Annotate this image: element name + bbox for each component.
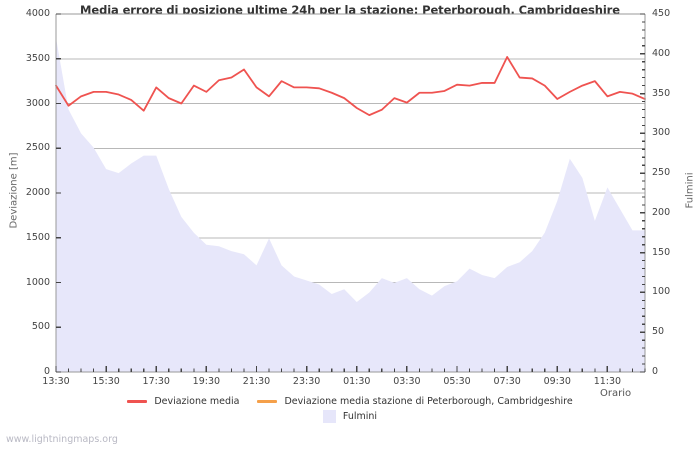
y-axis-left-tick-label: 4000: [25, 8, 50, 19]
legend-item[interactable]: Deviazione media stazione di Peterboroug…: [257, 396, 573, 407]
watermark: www.lightningmaps.org: [6, 434, 118, 445]
y-axis-left-tick-label: 500: [31, 321, 50, 333]
y-axis-right-tick-label: 300: [652, 127, 671, 139]
chart-legend: Deviazione media Deviazione media stazion…: [0, 394, 700, 424]
y-axis-left-tick-label: 1000: [25, 276, 50, 288]
y-axis-right-tick-label: 100: [652, 286, 671, 298]
y-axis-right-tick-label: 50: [652, 326, 665, 338]
x-axis-tick-label: 21:30: [242, 376, 271, 387]
y-axis-right-title: Fulmini: [684, 172, 696, 209]
x-axis-tick-label: 17:30: [142, 376, 170, 387]
legend-row-primary: Deviazione media Deviazione media stazion…: [0, 394, 700, 409]
y-axis-right-tick-label: 250: [652, 167, 671, 179]
x-axis-tick-label: 05:30: [443, 376, 471, 387]
x-axis-tick-label: 23:30: [292, 376, 321, 387]
legend-item[interactable]: Fulmini: [322, 410, 378, 423]
y-axis-right-tick-label: 200: [652, 206, 671, 218]
legend-item[interactable]: Deviazione media: [127, 396, 239, 407]
y-axis-left-tick-label: 2000: [25, 187, 50, 198]
lightning-area-series: [56, 37, 645, 373]
y-axis-right-tick-label: 400: [652, 47, 671, 59]
y-axis-left-tick-label: 0: [43, 366, 50, 377]
legend-line-swatch-icon: [127, 400, 148, 403]
y-axis-left-tick-label: 1500: [25, 231, 50, 243]
y-axis-right-tick-label: 150: [652, 246, 671, 258]
x-axis-tick-label: 15:30: [92, 376, 120, 387]
legend-item-label: Deviazione media: [154, 396, 240, 407]
legend-item-label: Deviazione media stazione di Peterboroug…: [284, 396, 573, 407]
x-axis-tick-label: 09:30: [543, 376, 571, 387]
legend-area-swatch-icon: [322, 410, 336, 423]
y-axis-right-tick-label: 350: [652, 87, 671, 99]
x-axis-tick-label: 03:30: [393, 376, 421, 387]
y-axis-left-tick-label: 2500: [25, 142, 50, 154]
legend-item-label: Fulmini: [342, 411, 378, 422]
x-axis-tick-label: 19:30: [192, 376, 221, 387]
deviation-line-series: [55, 56, 646, 117]
y-axis-left-tick-label: 3500: [25, 52, 50, 64]
x-axis-tick-label: 07:30: [493, 376, 521, 387]
legend-line-swatch-icon: [257, 400, 278, 403]
x-axis-tick-label: 13:30: [42, 376, 70, 387]
x-axis-title: Orario: [600, 388, 632, 399]
legend-row-secondary: Fulmini: [0, 409, 700, 424]
y-axis-right-tick-label: 0: [652, 366, 659, 377]
x-axis-tick-label: 01:30: [343, 376, 371, 387]
y-axis-right-tick-label: 450: [652, 8, 671, 19]
x-axis-tick-label: 11:30: [593, 376, 622, 387]
y-axis-left-tick-label: 3000: [25, 97, 50, 109]
